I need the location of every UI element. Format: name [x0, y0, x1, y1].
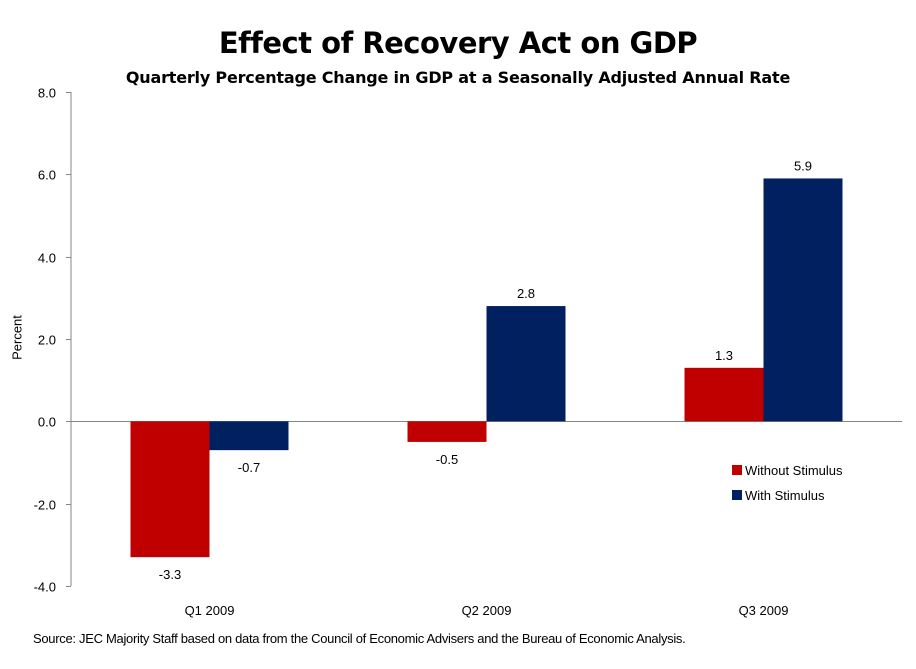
- data-label: -0.5: [436, 452, 458, 467]
- bar-with-stimulus-2: [763, 178, 843, 422]
- x-category-label: Q1 2009: [185, 603, 235, 618]
- legend-swatch: [732, 490, 742, 500]
- data-label: -3.3: [159, 567, 181, 582]
- bar-without-stimulus-2: [684, 367, 764, 422]
- x-category-label: Q3 2009: [739, 603, 789, 618]
- source-note: Source: JEC Majority Staff based on data…: [33, 631, 686, 646]
- legend-label: With Stimulus: [745, 488, 825, 503]
- y-tick-label: 2.0: [38, 333, 56, 348]
- data-labels: Q1 2009 -3.3 -0.7 Q2 2009 -0.5 2.8 Q3 2009 1.3 5…: [159, 158, 812, 618]
- legend-swatch: [732, 465, 742, 475]
- y-tick-label: 6.0: [38, 168, 56, 183]
- data-label: 1.3: [715, 348, 733, 363]
- bar-with-stimulus-0: [209, 421, 289, 451]
- bars: [130, 178, 843, 558]
- chart-subtitle: Quarterly Percentage Change in GDP at a …: [125, 68, 791, 87]
- y-tick-label: 8.0: [38, 86, 56, 101]
- bar-without-stimulus-0: [130, 421, 210, 558]
- chart-title: Effect of Recovery Act on GDP: [218, 26, 698, 60]
- bar-without-stimulus-1: [407, 421, 487, 442]
- legend-label: Without Stimulus: [745, 463, 843, 478]
- y-tick-label: 0.0: [38, 415, 56, 430]
- data-label: -0.7: [238, 460, 260, 475]
- y-tick-label: -2.0: [34, 498, 56, 513]
- data-label: 5.9: [794, 158, 812, 173]
- legend: Without Stimulus With Stimulus: [732, 463, 843, 503]
- x-category-label: Q2 2009: [462, 603, 512, 618]
- bar-with-stimulus-1: [486, 306, 566, 422]
- data-label: 2.8: [517, 286, 535, 301]
- y-tick-label: -4.0: [34, 580, 56, 595]
- y-tick-label: 4.0: [38, 251, 56, 266]
